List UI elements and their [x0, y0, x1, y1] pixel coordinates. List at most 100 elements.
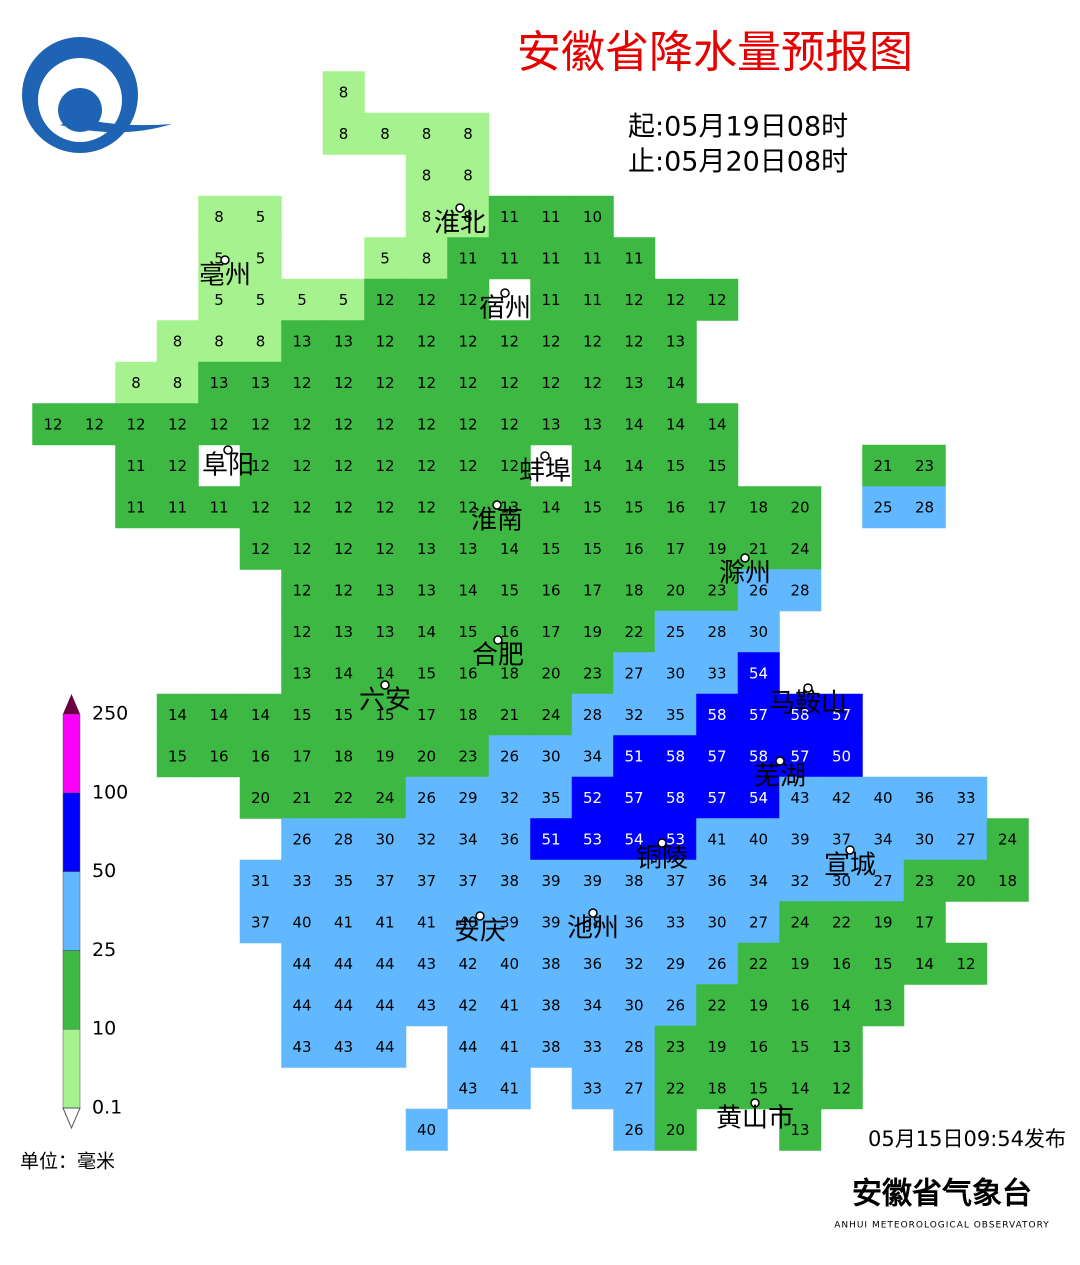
- rain-cell: [239, 195, 282, 238]
- city-dot: [750, 1098, 760, 1108]
- rain-cell: [364, 527, 407, 570]
- legend-tick-label: 250: [92, 703, 128, 725]
- rain-cell: [405, 818, 448, 861]
- rain-cell: [820, 735, 863, 778]
- rain-value: 40: [292, 914, 311, 932]
- rain-cell: [571, 735, 614, 778]
- city-dot: [740, 553, 750, 563]
- rain-value: 11: [624, 250, 643, 268]
- rain-cell: [239, 735, 282, 778]
- rain-cell: [447, 984, 490, 1027]
- rain-cell: [488, 320, 531, 363]
- rain-cell: [696, 278, 739, 321]
- rain-cell: [156, 693, 199, 736]
- rain-cell: [239, 403, 282, 446]
- rain-value: 8: [422, 250, 432, 268]
- legend: 0.1 10 25 50 100 250: [62, 694, 128, 1130]
- rain-value: 11: [541, 291, 560, 309]
- rain-cell: [945, 776, 988, 819]
- rain-value: 12: [541, 374, 560, 392]
- rain-value: 17: [666, 540, 685, 558]
- rain-cell: [364, 237, 407, 280]
- rain-value: 13: [790, 1121, 809, 1139]
- rain-value: 54: [749, 789, 768, 807]
- rain-cell: [156, 486, 199, 529]
- rain-cell: [696, 403, 739, 446]
- rain-value: 41: [500, 997, 519, 1015]
- rain-cell: [571, 320, 614, 363]
- legend-unit: 单位：毫米: [20, 1151, 115, 1173]
- rain-value: 15: [417, 665, 436, 683]
- rain-value: 14: [707, 416, 726, 434]
- rain-value: 14: [915, 955, 934, 973]
- rain-cell: [115, 403, 158, 446]
- rain-value: 12: [209, 416, 228, 434]
- rain-value: 41: [707, 831, 726, 849]
- rain-value: 35: [541, 789, 560, 807]
- rain-value: 27: [624, 1080, 643, 1098]
- rain-value: 5: [256, 208, 266, 226]
- rain-value: 14: [209, 706, 228, 724]
- rain-cell: [281, 735, 324, 778]
- rain-cell: [737, 859, 780, 902]
- end-time: 止:05月20日08时: [628, 147, 848, 178]
- rain-value: 8: [380, 125, 390, 143]
- rain-value: 34: [749, 872, 768, 890]
- rain-cell: [903, 818, 946, 861]
- rain-cell: [530, 942, 573, 985]
- rain-value: 5: [256, 250, 266, 268]
- rain-cell: [779, 527, 822, 570]
- rain-value: 18: [707, 1080, 726, 1098]
- rain-cell: [696, 776, 739, 819]
- rain-value: 42: [458, 955, 477, 973]
- rain-cell: [779, 1067, 822, 1110]
- rain-cell: [447, 527, 490, 570]
- rain-value: 16: [832, 955, 851, 973]
- rain-cell: [571, 195, 614, 238]
- rain-cell: [364, 278, 407, 321]
- rain-cell: [571, 361, 614, 404]
- rain-value: 36: [624, 914, 643, 932]
- rain-value: 13: [334, 623, 353, 641]
- rain-cell: [447, 361, 490, 404]
- rain-cell: [322, 942, 365, 985]
- rain-cell: [530, 693, 573, 736]
- rain-cell: [654, 942, 697, 985]
- rain-value: 5: [380, 250, 390, 268]
- rain-cell: [198, 320, 241, 363]
- rain-cell: [945, 818, 988, 861]
- rain-cell: [862, 984, 905, 1027]
- rain-cell: [862, 444, 905, 487]
- rain-cell: [281, 859, 324, 902]
- rain-value: 14: [417, 623, 436, 641]
- rain-value: 33: [292, 872, 311, 890]
- rain-value: 33: [956, 789, 975, 807]
- rain-cell: [820, 1067, 863, 1110]
- rain-cell: [530, 901, 573, 944]
- rain-cell: [530, 195, 573, 238]
- rain-cell: [571, 1025, 614, 1068]
- rain-cell: [613, 527, 656, 570]
- rain-cell: [364, 112, 407, 155]
- rain-cell: [281, 1025, 324, 1068]
- rain-cell: [364, 569, 407, 612]
- city-name: 芜湖: [754, 762, 806, 792]
- rain-cell: [322, 361, 365, 404]
- rain-value: 20: [541, 665, 560, 683]
- rain-value: 12: [417, 374, 436, 392]
- rain-cell: [364, 610, 407, 653]
- rain-cell: [571, 652, 614, 695]
- rain-value: 18: [334, 748, 353, 766]
- rain-value: 51: [624, 748, 643, 766]
- rain-value: 11: [500, 250, 519, 268]
- rain-cell: [447, 444, 490, 487]
- rain-value: 28: [915, 499, 934, 517]
- rain-value: 12: [375, 416, 394, 434]
- rain-value: 18: [458, 706, 477, 724]
- rain-cell: [405, 444, 448, 487]
- rain-cell: [530, 859, 573, 902]
- rain-cell: [571, 901, 614, 944]
- rain-value: 18: [500, 665, 519, 683]
- rain-cell: [986, 859, 1029, 902]
- rain-cell: [281, 403, 324, 446]
